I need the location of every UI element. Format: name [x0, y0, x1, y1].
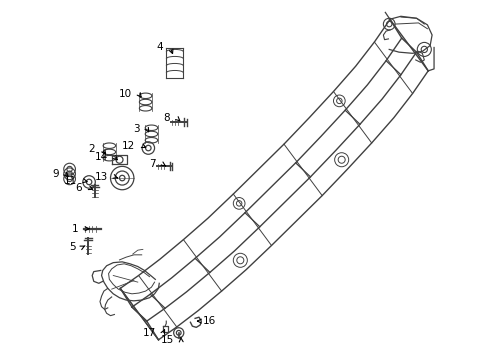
- Text: 3: 3: [133, 123, 140, 134]
- Text: 12: 12: [122, 141, 135, 151]
- Text: 7: 7: [149, 159, 156, 170]
- Text: 15: 15: [161, 335, 174, 345]
- Text: 5: 5: [69, 242, 75, 252]
- Text: 11: 11: [63, 176, 76, 186]
- Text: 10: 10: [119, 89, 132, 99]
- Text: 16: 16: [203, 316, 216, 326]
- Text: 8: 8: [164, 113, 170, 123]
- Text: 14: 14: [95, 152, 108, 162]
- Text: 2: 2: [88, 144, 95, 154]
- Text: 4: 4: [156, 42, 163, 53]
- Text: 1: 1: [72, 224, 78, 234]
- Text: 13: 13: [95, 172, 108, 182]
- Text: 6: 6: [75, 183, 82, 193]
- Text: 17: 17: [143, 328, 156, 338]
- Text: 9: 9: [52, 169, 59, 179]
